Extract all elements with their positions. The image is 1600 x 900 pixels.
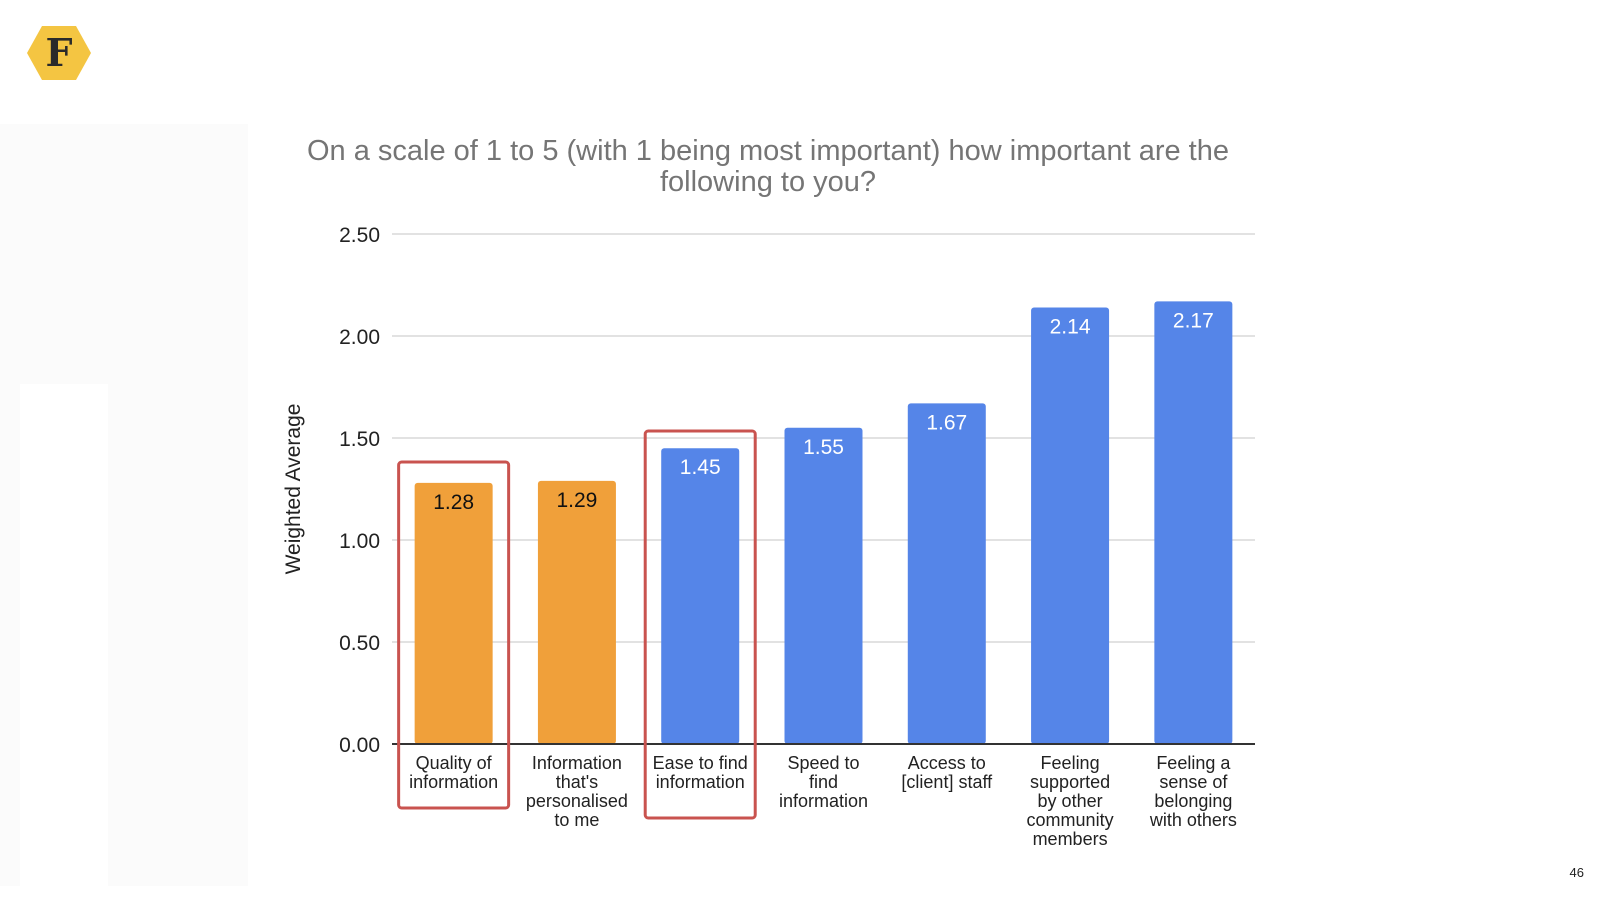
chart-title-line: following to you? <box>660 166 876 198</box>
page-number: 46 <box>1569 865 1584 880</box>
x-tick-label: supported <box>1030 772 1110 792</box>
x-tick-label: Access to <box>908 753 986 773</box>
y-axis-title: Weighted Average <box>282 404 305 575</box>
x-tick-label: community <box>1027 810 1114 830</box>
data-label: 2.17 <box>1173 309 1214 332</box>
highlight-box <box>643 429 757 820</box>
bar <box>661 448 740 744</box>
data-label: 1.28 <box>433 491 474 514</box>
x-tick-label: information <box>409 772 498 792</box>
x-tick-label: [client] staff <box>901 772 993 792</box>
bar <box>1031 307 1110 744</box>
x-tick-label: information <box>656 772 745 792</box>
x-tick-label: members <box>1033 829 1108 849</box>
x-tick-label: information <box>779 791 868 811</box>
y-tick-label: 1.00 <box>339 530 380 553</box>
y-tick-label: 1.50 <box>339 428 380 451</box>
x-tick-label: to me <box>554 810 599 830</box>
x-tick-label: Information <box>532 753 622 773</box>
x-tick-label: Speed to <box>787 753 859 773</box>
data-label: 1.67 <box>926 411 967 434</box>
background-panel-inner <box>20 384 108 889</box>
y-tick-label: 0.00 <box>339 734 380 757</box>
data-label: 1.55 <box>803 436 844 459</box>
y-tick-label: 0.50 <box>339 632 380 655</box>
bar <box>1154 301 1233 744</box>
data-label: 1.45 <box>680 456 721 479</box>
data-label: 1.29 <box>556 489 597 512</box>
x-tick-label: belonging <box>1154 791 1232 811</box>
x-tick-label: find <box>809 772 838 792</box>
x-tick-label: personalised <box>526 791 628 811</box>
x-tick-label: Quality of <box>416 753 493 773</box>
bar <box>784 427 863 744</box>
background-panel <box>0 124 248 889</box>
hexagon-logo-icon <box>27 26 91 80</box>
bar <box>537 480 616 744</box>
x-tick-label: Feeling a <box>1156 753 1231 773</box>
x-tick-label: by other <box>1038 791 1103 811</box>
x-tick-label: Ease to find <box>653 753 748 773</box>
y-tick-label: 2.50 <box>339 224 380 247</box>
chart-title-line: On a scale of 1 to 5 (with 1 being most … <box>307 135 1229 167</box>
y-tick-label: 2.00 <box>339 326 380 349</box>
data-label: 2.14 <box>1050 315 1091 338</box>
x-tick-label: Feeling <box>1041 753 1100 773</box>
logo-letter: F <box>45 30 73 75</box>
x-tick-label: that's <box>556 772 598 792</box>
bar <box>414 482 493 744</box>
x-tick-label: sense of <box>1159 772 1228 792</box>
bar <box>907 403 986 744</box>
highlight-box <box>397 460 511 810</box>
brand-logo: F <box>26 25 92 81</box>
x-tick-label: with others <box>1149 810 1237 830</box>
